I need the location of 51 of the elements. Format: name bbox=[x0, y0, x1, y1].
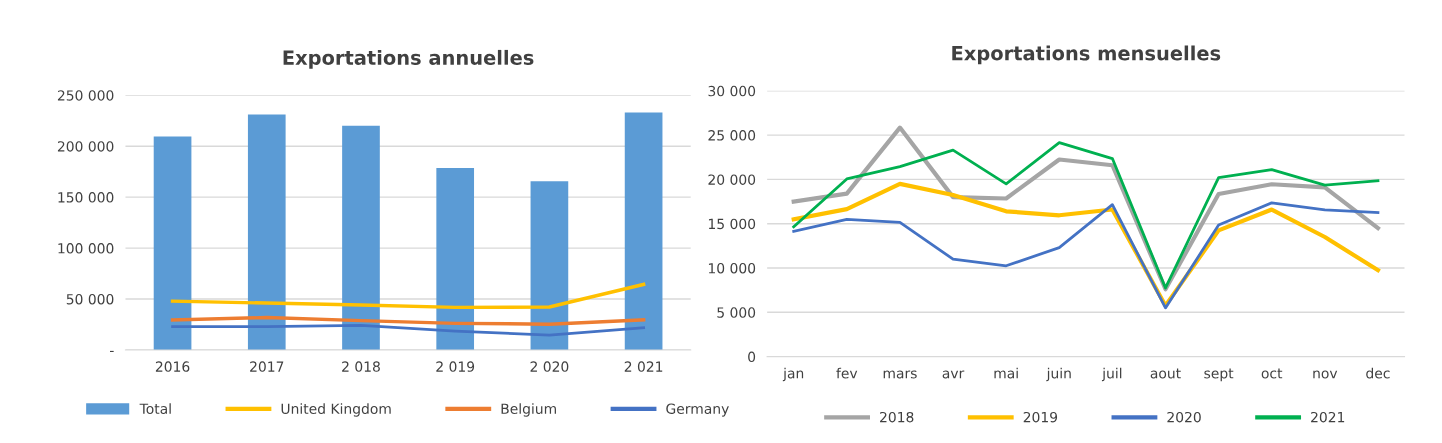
x-tick-label: juil bbox=[1101, 367, 1122, 382]
line-series bbox=[171, 323, 645, 337]
line-series bbox=[170, 315, 646, 326]
chart-title: Exportations annuelles bbox=[283, 49, 534, 69]
line-series bbox=[170, 282, 646, 310]
x-tick-label: avr bbox=[942, 370, 965, 379]
legend-label: United Kingdom bbox=[281, 403, 391, 417]
y-tick-label: 100 000 bbox=[58, 243, 114, 254]
bar bbox=[247, 114, 286, 350]
legend-label: 2021 bbox=[1311, 411, 1345, 423]
x-tick-label: 2 021 bbox=[624, 361, 663, 372]
legend-label: Germany bbox=[666, 403, 729, 417]
x-tick-label: 2 019 bbox=[436, 361, 475, 372]
x-tick-label: 2016 bbox=[155, 361, 190, 372]
y-tick-label: 0 bbox=[748, 351, 756, 363]
chart-title: Exportations mensuelles bbox=[952, 45, 1221, 65]
bar bbox=[342, 125, 380, 350]
x-tick-label: mars bbox=[883, 370, 917, 379]
legend-label: 2018 bbox=[880, 411, 914, 423]
y-tick-label: 150 000 bbox=[58, 192, 114, 203]
x-tick-label: 2017 bbox=[250, 361, 284, 372]
x-tick-label: dec bbox=[1366, 367, 1390, 379]
x-tick-label: aout bbox=[1150, 368, 1181, 379]
y-tick-label: 5 000 bbox=[717, 307, 756, 318]
x-tick-label: sept bbox=[1204, 368, 1234, 382]
x-tick-label: jan bbox=[782, 367, 804, 382]
y-tick-label: 20 000 bbox=[708, 174, 756, 185]
y-tick-label: 30 000 bbox=[708, 85, 756, 97]
x-tick-label: 2 020 bbox=[530, 361, 569, 372]
x-tick-label: nov bbox=[1313, 370, 1338, 379]
line-series bbox=[792, 201, 1380, 310]
legend-label: Total bbox=[139, 403, 171, 414]
legend-label: 2020 bbox=[1167, 411, 1201, 423]
x-tick-label: oct bbox=[1261, 368, 1283, 379]
x-tick-label: juin bbox=[1046, 367, 1071, 382]
bar bbox=[624, 112, 663, 350]
bar bbox=[153, 136, 192, 350]
y-tick-label: 10 000 bbox=[708, 262, 756, 274]
y-tick-label: 50 000 bbox=[66, 293, 114, 305]
bar bbox=[436, 167, 475, 350]
x-tick-label: 2 018 bbox=[342, 361, 380, 372]
bar bbox=[530, 181, 569, 350]
y-tick-label: 25 000 bbox=[708, 130, 756, 141]
x-tick-label: mai bbox=[994, 367, 1018, 379]
legend-label: 2019 bbox=[1023, 411, 1058, 423]
y-tick-label: 250 000 bbox=[57, 90, 114, 101]
legend-label: Belgium bbox=[501, 403, 556, 417]
y-tick-label: 15 000 bbox=[708, 218, 756, 230]
y-tick-label: 200 000 bbox=[57, 141, 114, 152]
x-tick-label: fev bbox=[836, 367, 858, 379]
y-tick-label: - bbox=[110, 350, 114, 352]
